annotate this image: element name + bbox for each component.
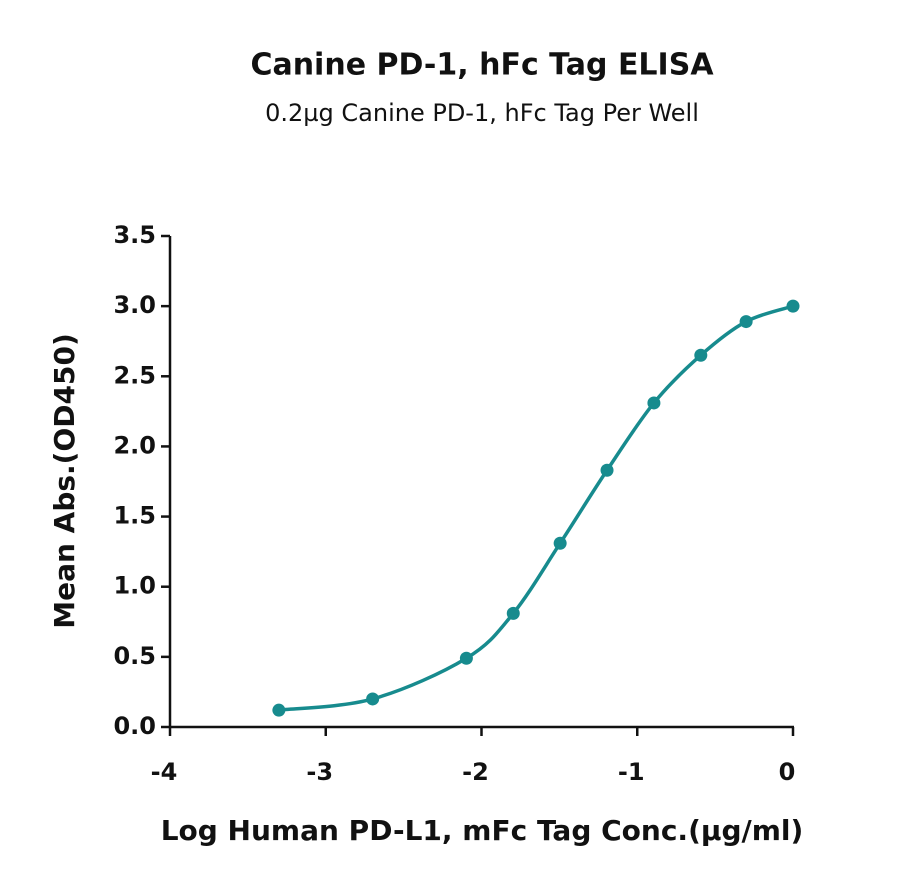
- y-tick-label: 0.5: [113, 642, 156, 670]
- x-axis-label: Log Human PD-L1, mFc Tag Conc.(µg/ml): [161, 814, 804, 847]
- data-point: [506, 606, 520, 620]
- y-tick-label: 0.0: [113, 712, 156, 740]
- y-tick-label: 3.0: [113, 291, 156, 319]
- x-tick-label: -4: [151, 758, 178, 786]
- data-point: [459, 651, 473, 665]
- y-tick-label: 1.0: [113, 572, 156, 600]
- y-tick-label: 1.5: [113, 502, 156, 530]
- data-point: [647, 396, 661, 410]
- x-tick-label: -1: [618, 758, 645, 786]
- y-axis-label: Mean Abs.(OD450): [48, 333, 81, 629]
- data-point: [272, 703, 286, 717]
- y-tick-label: 3.5: [113, 221, 156, 249]
- fit-curve: [278, 304, 794, 712]
- data-point: [739, 315, 753, 329]
- chart-subtitle: 0.2µg Canine PD-1, hFc Tag Per Well: [265, 99, 699, 127]
- x-tick-label: -3: [306, 758, 333, 786]
- y-tick-label: 2.0: [113, 431, 156, 459]
- y-tick-label: 2.5: [113, 361, 156, 389]
- data-point: [694, 348, 708, 362]
- x-tick-label: 0: [779, 758, 796, 786]
- data-point: [600, 463, 614, 477]
- x-tick-label: -2: [462, 758, 489, 786]
- data-point: [786, 299, 800, 313]
- data-point: [366, 692, 380, 706]
- chart-title: Canine PD-1, hFc Tag ELISA: [250, 48, 714, 83]
- data-point: [553, 536, 567, 550]
